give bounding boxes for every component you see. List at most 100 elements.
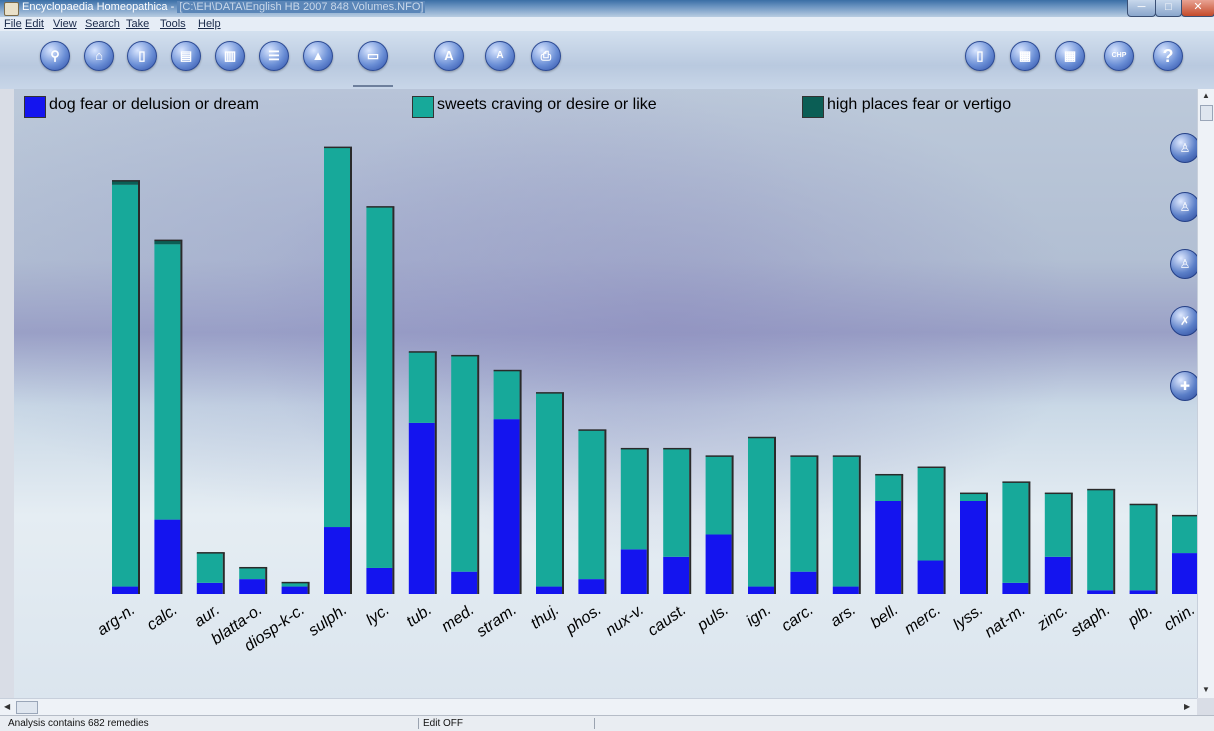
label-icon[interactable]: CHP	[1104, 41, 1134, 71]
home-icon[interactable]: ⌂	[84, 41, 114, 71]
tick-label-caust: caust.	[645, 601, 690, 639]
scroll-left-icon[interactable]: ◀	[4, 702, 11, 711]
bar-top-chin	[1172, 514, 1197, 517]
bar-merc-series-0	[917, 560, 944, 594]
maximize-button[interactable]: □	[1155, 0, 1182, 17]
calendar-icon[interactable]: ▦	[1010, 41, 1040, 71]
status-bar: Analysis contains 682 remedies Edit OFF	[0, 715, 1214, 731]
menu-edit[interactable]: Edit	[25, 18, 44, 30]
bar-ars-series-0	[832, 586, 859, 594]
bar-shadow-thuj	[562, 393, 564, 594]
menu-view[interactable]: View	[53, 18, 77, 30]
horizontal-scroll-thumb[interactable]	[16, 701, 38, 714]
bar-thuj-series-1	[536, 393, 562, 587]
bar-shadow-caust	[689, 448, 692, 594]
bar-caust-series-1	[663, 448, 690, 557]
bar-shadow-tub	[434, 352, 437, 594]
repertory-icon[interactable]: ♙	[1170, 192, 1197, 222]
materia-medica-icon[interactable]: ♙	[1170, 133, 1197, 163]
document-icon[interactable]: ▤	[171, 41, 201, 71]
tick-label-med: med.	[439, 601, 478, 635]
letter-a-icon[interactable]: A	[434, 41, 464, 71]
bar-shadow-med	[477, 355, 480, 594]
bar-top-bell	[875, 473, 904, 476]
bar-shadow-puls	[731, 456, 734, 594]
minimize-button[interactable]: ─	[1127, 0, 1156, 17]
printer-icon[interactable]: ⎙	[531, 41, 561, 71]
bar-shadow-lyss	[986, 493, 988, 594]
add-analysis-icon[interactable]: ✚	[1170, 371, 1197, 401]
bar-nux-v-series-0	[620, 549, 647, 594]
open-book-icon[interactable]: ▥	[215, 41, 245, 71]
tick-label-bell: bell.	[868, 601, 902, 632]
body-icon[interactable]: ♙	[1170, 249, 1197, 279]
tick-label-phos: phos.	[562, 601, 605, 638]
menu-tools[interactable]: Tools	[160, 18, 186, 30]
small-a-icon[interactable]: A	[485, 41, 515, 71]
close-button[interactable]: ✕	[1181, 0, 1214, 17]
bar-plb-series-1	[1129, 504, 1156, 591]
bar-top-carc	[790, 455, 819, 457]
scroll-up-icon[interactable]: ▲	[1202, 91, 1210, 100]
vertical-scroll-thumb[interactable]	[1200, 105, 1213, 121]
tools-icon[interactable]: ✗	[1170, 306, 1197, 336]
bar-lyss-series-0	[960, 501, 986, 594]
legend-swatch-sweets	[412, 96, 434, 118]
bar-zinc-series-0	[1044, 556, 1071, 594]
tick-label-chin: chin.	[1161, 601, 1197, 634]
bar-carc-series-1	[790, 456, 817, 572]
menu-help[interactable]: Help	[198, 18, 221, 30]
tick-label-sulph: sulph.	[306, 601, 351, 639]
menu-take[interactable]: Take	[126, 18, 150, 30]
tick-label-nux-v: nux-v.	[603, 601, 647, 639]
window-title-app: Encyclopaedia Homeopathica -	[22, 1, 178, 13]
bar-arg-n-series-1	[112, 184, 138, 587]
tick-label-tub: tub.	[403, 601, 435, 630]
bar-nat-m-series-1	[1002, 482, 1029, 583]
bar-shadow-staph	[1113, 489, 1116, 594]
horizontal-scrollbar[interactable]: ◀ ▶	[0, 698, 1197, 716]
tick-label-arg-n: arg-n.	[94, 601, 138, 639]
bar-shadow-zinc	[1070, 493, 1073, 594]
grid-calendar-icon[interactable]: ▦	[1055, 41, 1085, 71]
status-analysis: Analysis contains 682 remedies	[8, 718, 149, 729]
chart-icon[interactable]: ▲	[303, 41, 333, 71]
bar-top-tub	[408, 351, 437, 353]
notebook-icon[interactable]: ▯	[965, 41, 995, 71]
bar-top-phos	[578, 429, 607, 431]
page-icon[interactable]: ▭	[358, 41, 388, 71]
bar-shadow-nat-m	[1028, 482, 1031, 594]
bar-plb-series-0	[1129, 590, 1156, 594]
bar-blatta-o-series-0	[239, 579, 266, 594]
book-open-icon[interactable]: ▯	[127, 41, 157, 71]
chart-area: dog fear or delusion or dream sweets cra…	[14, 89, 1197, 698]
title-bar: Encyclopaedia Homeopathica - [C:\EH\DATA…	[0, 0, 1214, 17]
bar-sulph-series-0	[324, 527, 350, 594]
menu-search[interactable]: Search	[85, 18, 120, 30]
bar-phos-series-0	[578, 579, 605, 594]
bar-shadow-carc	[816, 456, 819, 594]
window-title-path: [C:\EH\DATA\English HB 2007 848 Volumes.…	[177, 1, 426, 13]
status-extra	[594, 718, 755, 729]
tick-label-merc: merc.	[901, 601, 944, 638]
bar-aur-series-1	[196, 553, 223, 583]
search-icon[interactable]: ⚲	[40, 41, 70, 71]
tick-label-aur: aur.	[191, 601, 223, 630]
bar-carc-series-0	[790, 571, 817, 594]
vertical-scrollbar[interactable]: ▲ ▼	[1197, 89, 1214, 698]
bar-shadow-merc	[943, 467, 946, 594]
scroll-down-icon[interactable]: ▼	[1202, 685, 1210, 694]
help-icon[interactable]: ?	[1153, 41, 1183, 71]
bar-ign-series-0	[748, 586, 774, 594]
tick-label-nat-m: nat-m.	[982, 601, 1029, 641]
bar-lyss-series-1	[960, 493, 986, 501]
bar-zinc-series-1	[1044, 493, 1071, 557]
list-icon[interactable]: ☰	[259, 41, 289, 71]
bar-aur-series-0	[196, 582, 223, 594]
menu-bar: File Edit View Search Take Tools Help	[0, 17, 1214, 31]
window-title: Encyclopaedia Homeopathica - [C:\EH\DATA…	[22, 1, 426, 13]
menu-file[interactable]: File	[4, 18, 22, 30]
scroll-right-icon[interactable]: ▶	[1184, 702, 1191, 711]
toolbar-active-indicator	[353, 85, 393, 87]
bar-diosp-k-c-series-1	[281, 582, 308, 587]
